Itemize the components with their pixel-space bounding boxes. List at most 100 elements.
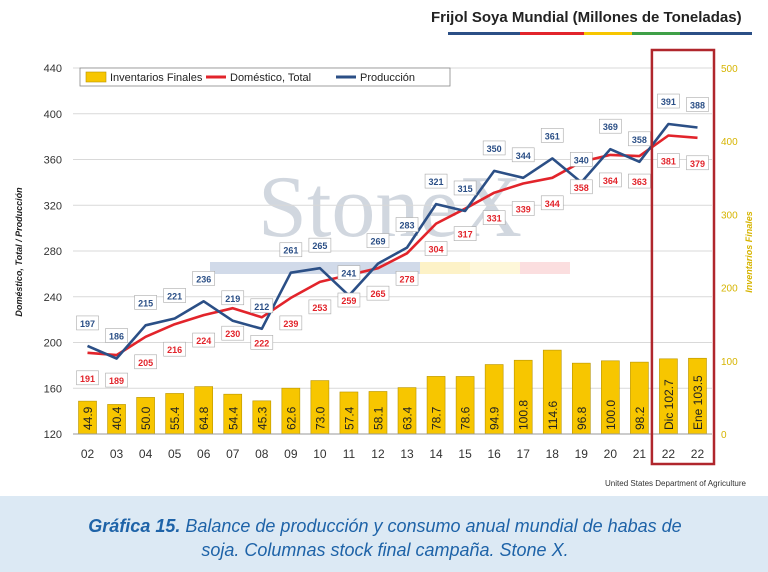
- left-tick-label: 440: [44, 63, 62, 75]
- legend-frame: [79, 67, 451, 87]
- x-tick-label: 20: [604, 447, 618, 461]
- domestic-point-label-box: [395, 270, 419, 286]
- left-tick-label: 280: [44, 246, 62, 258]
- x-tick-label: 22: [662, 447, 676, 461]
- domestic-point-label: 358: [574, 183, 589, 193]
- production-point-label: 219: [225, 294, 240, 304]
- bar-value-label: 100.8: [517, 400, 531, 430]
- highlight-box: [650, 48, 716, 466]
- bar-value-label: 50.0: [139, 406, 153, 430]
- domestic-point-label: 344: [545, 199, 560, 209]
- legend: Inventarios Finales Doméstico, Total Produ…: [79, 67, 451, 87]
- production-point-label: 221: [167, 291, 182, 301]
- bar-value-label: 54.4: [226, 406, 240, 430]
- domestic-point-label: 363: [632, 177, 647, 187]
- production-point-label: 350: [487, 144, 502, 154]
- domestic-point-label: 381: [661, 156, 676, 166]
- production-point-label-box: [366, 233, 390, 248]
- bar-value-label: 94.9: [488, 406, 502, 430]
- domestic-point-label: 339: [516, 205, 531, 215]
- bar-value-label: 96.8: [575, 406, 589, 430]
- bar-value-label: 55.4: [168, 406, 182, 430]
- left-tick-label: 200: [44, 338, 62, 350]
- legend-label: Doméstico, Total: [230, 72, 311, 84]
- right-tick-label: 200: [721, 284, 738, 295]
- production-point-label-box: [250, 298, 274, 314]
- right-tick-label: 300: [721, 210, 738, 221]
- production-point-label-box: [511, 147, 535, 163]
- production-point-label-box: [308, 237, 332, 253]
- domestic-point-label: 304: [429, 245, 444, 255]
- x-tick-label: 14: [429, 447, 443, 461]
- x-tick-label: 11: [343, 447, 356, 461]
- production-point-label: 340: [574, 155, 589, 165]
- domestic-point-label-box: [511, 201, 535, 216]
- production-point-label: 215: [138, 298, 153, 308]
- production-point-label: 186: [109, 332, 124, 342]
- legend-label: Inventarios Finales: [110, 72, 203, 84]
- production-point-label: 261: [283, 246, 298, 256]
- production-point-label-box: [424, 173, 448, 189]
- x-tick-label: 10: [313, 447, 327, 461]
- watermark: StoneX: [210, 159, 570, 274]
- x-tick-label: 13: [400, 447, 414, 461]
- y2-axis-title: Inventarios Finales: [744, 211, 754, 293]
- caption-line1: Balance de producción y consumo anual mu…: [180, 516, 682, 536]
- y-axis-title: Doméstico, Total / Producción: [14, 187, 24, 317]
- left-tick-label: 400: [44, 109, 62, 121]
- domestic-point-label-box: [76, 370, 99, 386]
- production-point-label: 391: [661, 97, 676, 107]
- production-point-label: 361: [545, 131, 560, 141]
- legend-swatch: [85, 71, 107, 83]
- production-point-label-box: [453, 180, 477, 196]
- x-tick-label: 09: [284, 447, 298, 461]
- left-tick-label: 240: [44, 292, 62, 304]
- domestic-point-label-box: [569, 179, 593, 195]
- right-tick-label: 400: [721, 137, 738, 148]
- domestic-point-label: 222: [254, 338, 269, 348]
- x-tick-label: 03: [110, 447, 124, 461]
- bar-value-label: 100.0: [604, 400, 618, 430]
- bar-value-label: 78.6: [459, 406, 473, 430]
- production-point-label: 321: [429, 177, 444, 187]
- domestic-point-label: 239: [283, 319, 298, 329]
- source-note: United States Department of Agriculture: [605, 479, 746, 488]
- domestic-point-label-box: [482, 210, 506, 225]
- production-point-label: 344: [516, 151, 531, 161]
- production-point-label-box: [482, 140, 506, 156]
- domestic-point-label: 216: [167, 345, 182, 355]
- production-point-label-box: [76, 315, 99, 331]
- right-tick-label: 100: [721, 357, 738, 368]
- domestic-point-label: 317: [458, 230, 473, 240]
- bar-value-label: 114.6: [546, 401, 560, 430]
- domestic-point-label: 364: [603, 176, 618, 186]
- production-point-label-box: [134, 295, 157, 310]
- production-point-label-box: [599, 118, 622, 134]
- domestic-point-label-box: [599, 172, 622, 188]
- caption-panel: [0, 496, 768, 572]
- bar-value-label: 44.9: [81, 406, 95, 430]
- production-point-label-box: [163, 288, 186, 303]
- x-tick-label: 04: [139, 447, 153, 461]
- domestic-point-label: 224: [196, 336, 211, 346]
- x-tick-label: 05: [168, 447, 182, 461]
- production-point-label-box: [569, 152, 593, 167]
- chart: StoneX 44.9 40.4 50.0 55.4 64.8 54.4 45.3 62.6 7…: [14, 32, 754, 466]
- left-tick-label: 120: [44, 429, 62, 441]
- x-tick-label: 08: [255, 447, 269, 461]
- production-point-label-box: [192, 271, 216, 286]
- legend-label: Producción: [360, 72, 415, 84]
- domestic-point-label-box: [366, 285, 390, 301]
- production-point-label-box: [395, 217, 419, 232]
- domestic-point-label-box: [221, 325, 245, 341]
- production-point-label-box: [221, 290, 245, 306]
- x-tick-label: 22: [691, 447, 705, 461]
- axes: 4404003603202802402001601205004003002001…: [14, 63, 754, 461]
- caption-label: Gráfica 15.: [88, 516, 181, 536]
- domestic-point-label: 379: [690, 159, 705, 169]
- production-point-label: 241: [341, 269, 356, 279]
- domestic-point-label: 230: [225, 329, 240, 339]
- production-point-label: 388: [690, 100, 705, 110]
- domestic-point-label-box: [453, 226, 477, 241]
- bar-value-label: 98.2: [633, 406, 647, 430]
